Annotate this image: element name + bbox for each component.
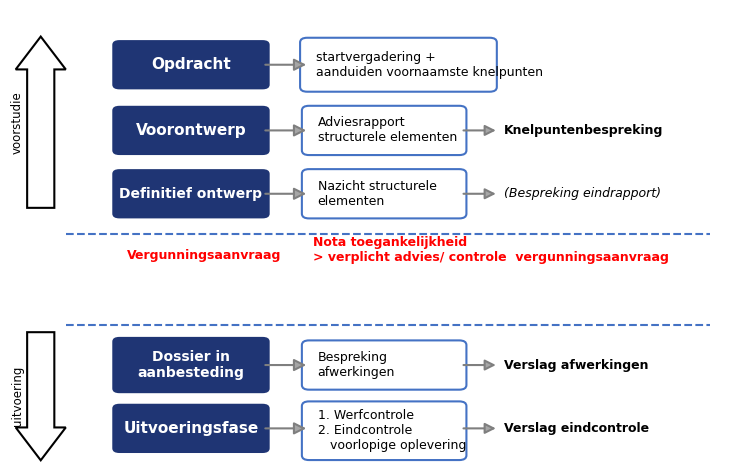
Text: Knelpuntenbespreking: Knelpuntenbespreking [504, 124, 664, 137]
FancyBboxPatch shape [302, 401, 466, 460]
Text: startvergadering +
aanduiden voornaamste knelpunten: startvergadering + aanduiden voornaamste… [316, 51, 543, 79]
Text: Nazicht structurele
elementen: Nazicht structurele elementen [317, 180, 436, 208]
Text: uitvoering: uitvoering [10, 366, 24, 426]
FancyBboxPatch shape [302, 106, 466, 155]
FancyBboxPatch shape [112, 404, 270, 453]
Text: Voorontwerp: Voorontwerp [136, 123, 247, 138]
Text: Verslag afwerkingen: Verslag afwerkingen [504, 359, 649, 371]
Text: Nota toegankelijkheid
> verplicht advies/ controle  vergunningsaanvraag: Nota toegankelijkheid > verplicht advies… [312, 236, 669, 264]
Polygon shape [16, 37, 66, 208]
Text: Opdracht: Opdracht [151, 57, 231, 72]
Text: Bespreking
afwerkingen: Bespreking afwerkingen [317, 351, 395, 379]
FancyBboxPatch shape [302, 340, 466, 390]
Text: Definitief ontwerp: Definitief ontwerp [120, 187, 262, 201]
Text: 1. Werfcontrole
2. Eindcontrole
   voorlopige oplevering: 1. Werfcontrole 2. Eindcontrole voorlopi… [317, 409, 466, 452]
Text: Verslag eindcontrole: Verslag eindcontrole [504, 422, 649, 435]
Polygon shape [16, 332, 66, 460]
Text: (Bespreking eindrapport): (Bespreking eindrapport) [504, 187, 661, 200]
Text: Dossier in
aanbesteding: Dossier in aanbesteding [137, 350, 244, 380]
Text: Adviesrapport
structurele elementen: Adviesrapport structurele elementen [317, 117, 457, 144]
FancyBboxPatch shape [112, 169, 270, 219]
Text: Uitvoeringsfase: Uitvoeringsfase [123, 421, 258, 436]
FancyBboxPatch shape [112, 40, 270, 89]
Text: Vergunningsaanvraag: Vergunningsaanvraag [126, 249, 281, 261]
FancyBboxPatch shape [300, 38, 497, 92]
FancyBboxPatch shape [112, 337, 270, 393]
FancyBboxPatch shape [112, 106, 270, 155]
FancyBboxPatch shape [302, 169, 466, 219]
Text: voorstudie: voorstudie [10, 91, 24, 153]
